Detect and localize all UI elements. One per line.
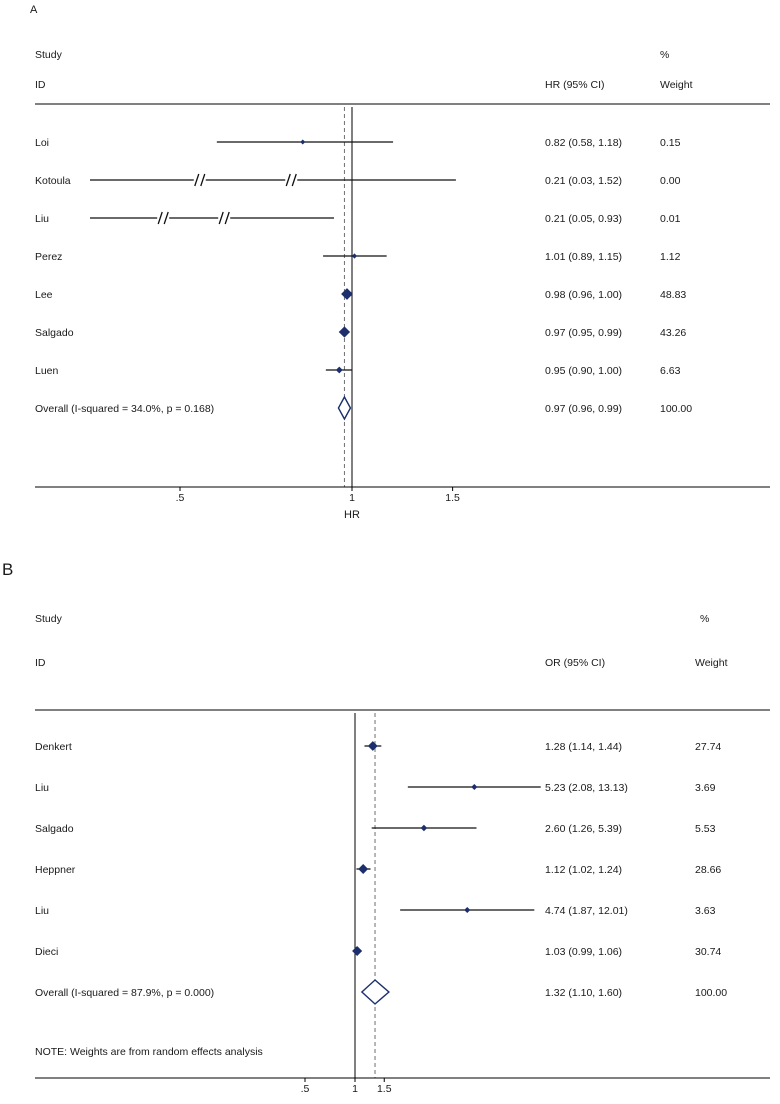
study-id: Kotoula <box>35 175 71 187</box>
effect-estimate-value: 1.28 (1.14, 1.44) <box>545 741 622 753</box>
weight-value: 30.74 <box>695 946 721 958</box>
point-estimate-marker <box>420 824 428 832</box>
point-estimate-marker <box>338 326 351 338</box>
effect-estimate-value: 1.01 (0.89, 1.15) <box>545 251 622 263</box>
axis-break-gap <box>193 174 206 186</box>
x-tick-label: .5 <box>301 1083 310 1095</box>
effect-estimate-value: 5.23 (2.08, 13.13) <box>545 782 628 794</box>
axis-break-gap <box>218 212 231 224</box>
point-estimate-marker <box>367 741 378 751</box>
point-estimate-marker <box>471 783 478 791</box>
x-tick-label: 1.5 <box>445 492 460 504</box>
effect-estimate-value: 0.82 (0.58, 1.18) <box>545 137 622 149</box>
weight-value: 48.83 <box>660 289 686 301</box>
col-header-percent: % <box>660 49 669 61</box>
point-estimate-marker <box>351 253 358 259</box>
x-axis-title: HR <box>344 509 360 521</box>
weight-value: 1.12 <box>660 251 681 263</box>
col-header-id: ID <box>35 657 46 669</box>
col-header-effect: HR (95% CI) <box>545 79 605 91</box>
x-tick-label: .5 <box>176 492 185 504</box>
point-estimate-marker <box>300 139 306 145</box>
point-estimate-marker <box>358 864 369 874</box>
study-id: Salgado <box>35 823 74 835</box>
overall-diamond <box>337 395 352 421</box>
x-tick-label: 1 <box>352 1083 358 1095</box>
effect-estimate-value: 0.98 (0.96, 1.00) <box>545 289 622 301</box>
axis-break-gap <box>157 212 170 224</box>
axis-break-gap <box>285 174 298 186</box>
effect-estimate-value: 1.03 (0.99, 1.06) <box>545 946 622 958</box>
effect-estimate-value: 0.97 (0.95, 0.99) <box>545 327 622 339</box>
point-estimate-marker <box>341 288 353 300</box>
study-id: Heppner <box>35 864 76 876</box>
study-id: Perez <box>35 251 62 263</box>
col-header-study: Study <box>35 49 63 61</box>
weight-value: 6.63 <box>660 365 681 377</box>
effect-estimate-value: 0.95 (0.90, 1.00) <box>545 365 622 377</box>
study-id: Lee <box>35 289 53 301</box>
effect-estimate-value: 0.21 (0.03, 1.52) <box>545 175 622 187</box>
col-header-study: Study <box>35 613 63 625</box>
weight-value: 0.01 <box>660 213 681 225</box>
point-estimate-marker <box>335 366 343 374</box>
effect-estimate-value: 1.12 (1.02, 1.24) <box>545 864 622 876</box>
overall-effect-value: 0.97 (0.96, 0.99) <box>545 403 622 415</box>
weight-value: 43.26 <box>660 327 686 339</box>
overall-effect-value: 1.32 (1.10, 1.60) <box>545 987 622 999</box>
overall-label: Overall (I-squared = 87.9%, p = 0.000) <box>35 987 214 999</box>
weight-value: 3.63 <box>695 905 716 917</box>
forest-plot-panel-a: Study % ID HR (95% CI) Weight Loi 0.82 (0.58, … <box>35 49 770 521</box>
point-estimate-marker <box>352 945 363 957</box>
axis-break-slash <box>218 211 224 225</box>
weight-value: 5.53 <box>695 823 716 835</box>
axis-break-slash <box>285 173 291 187</box>
axis-break-slash <box>194 173 200 187</box>
effect-estimate-value: 0.21 (0.05, 0.93) <box>545 213 622 225</box>
weight-value: 3.69 <box>695 782 716 794</box>
overall-weight-value: 100.00 <box>695 987 727 999</box>
study-id: Liu <box>35 782 49 794</box>
overall-label: Overall (I-squared = 34.0%, p = 0.168) <box>35 403 214 415</box>
weight-value: 0.15 <box>660 137 681 149</box>
x-tick-label: 1 <box>349 492 355 504</box>
col-header-percent: % <box>700 613 709 625</box>
overall-diamond <box>360 979 390 1005</box>
panel-label-b: B <box>2 560 14 579</box>
study-id: Loi <box>35 137 49 149</box>
study-id: Dieci <box>35 946 58 958</box>
study-id: Luen <box>35 365 59 377</box>
study-id: Denkert <box>35 741 72 753</box>
effect-estimate-value: 4.74 (1.87, 12.01) <box>545 905 628 917</box>
weight-value: 0.00 <box>660 175 681 187</box>
note-text: NOTE: Weights are from random effects an… <box>35 1046 263 1058</box>
axis-break-slash <box>163 211 169 225</box>
study-id: Liu <box>35 213 49 225</box>
axis-break-slash <box>291 173 297 187</box>
x-tick-label: 1.5 <box>377 1083 392 1095</box>
axis-break-slash <box>200 173 206 187</box>
col-header-weight: Weight <box>660 79 693 91</box>
axis-break-slash <box>157 211 163 225</box>
col-header-effect: OR (95% CI) <box>545 657 605 669</box>
overall-weight-value: 100.00 <box>660 403 692 415</box>
col-header-id: ID <box>35 79 46 91</box>
axis-break-slash <box>224 211 230 225</box>
panel-label-a: A <box>30 4 38 16</box>
weight-value: 27.74 <box>695 741 721 753</box>
study-id: Liu <box>35 905 49 917</box>
effect-estimate-value: 2.60 (1.26, 5.39) <box>545 823 622 835</box>
forest-plot-panel-b: Study % ID OR (95% CI) Weight Denkert 1.28 (1.… <box>35 613 770 1095</box>
col-header-weight: Weight <box>695 657 728 669</box>
point-estimate-marker <box>464 906 471 914</box>
study-id: Salgado <box>35 327 74 339</box>
weight-value: 28.66 <box>695 864 721 876</box>
